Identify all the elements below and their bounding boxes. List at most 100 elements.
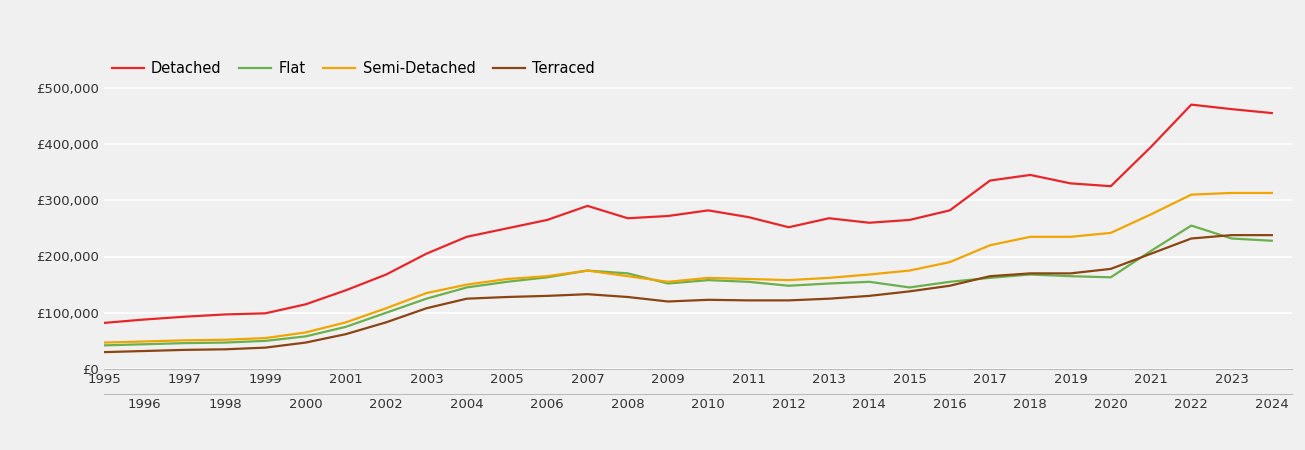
Terraced <box>821 296 837 302</box>
Semi-Detached <box>499 276 514 282</box>
Terraced <box>539 293 555 299</box>
Flat <box>1224 236 1240 241</box>
Semi-Detached <box>1224 190 1240 196</box>
Semi-Detached <box>1265 190 1280 196</box>
Detached <box>983 178 998 183</box>
Semi-Detached <box>660 279 676 284</box>
Detached <box>137 317 153 322</box>
Semi-Detached <box>579 268 595 273</box>
Flat <box>780 283 796 288</box>
Flat <box>1143 248 1159 254</box>
Flat <box>218 340 234 345</box>
Flat <box>419 296 435 302</box>
Semi-Detached <box>942 259 958 265</box>
Detached <box>338 288 354 293</box>
Terraced <box>218 346 234 352</box>
Flat <box>1022 272 1037 277</box>
Line: Semi-Detached: Semi-Detached <box>104 193 1272 342</box>
Semi-Detached <box>378 306 394 311</box>
Detached <box>780 225 796 230</box>
Terraced <box>1224 232 1240 238</box>
Terraced <box>902 289 917 294</box>
Flat <box>701 277 716 283</box>
Flat <box>459 285 475 290</box>
Terraced <box>1062 270 1078 276</box>
Semi-Detached <box>701 275 716 281</box>
Detached <box>539 217 555 223</box>
Semi-Detached <box>419 290 435 296</box>
Terraced <box>861 293 877 299</box>
Flat <box>257 338 273 344</box>
Detached <box>1062 180 1078 186</box>
Semi-Detached <box>861 272 877 277</box>
Semi-Detached <box>338 320 354 325</box>
Detached <box>620 216 636 221</box>
Detached <box>660 213 676 219</box>
Terraced <box>983 274 998 279</box>
Terraced <box>741 298 757 303</box>
Terraced <box>1103 266 1118 271</box>
Line: Detached: Detached <box>104 105 1272 323</box>
Flat <box>983 275 998 281</box>
Semi-Detached <box>97 340 112 345</box>
Terraced <box>298 340 313 345</box>
Flat <box>539 274 555 280</box>
Semi-Detached <box>1143 212 1159 217</box>
Detached <box>1143 144 1159 149</box>
Flat <box>741 279 757 284</box>
Semi-Detached <box>983 243 998 248</box>
Flat <box>1062 274 1078 279</box>
Detached <box>821 216 837 221</box>
Detached <box>861 220 877 225</box>
Detached <box>741 214 757 220</box>
Detached <box>257 310 273 316</box>
Detached <box>459 234 475 239</box>
Terraced <box>780 298 796 303</box>
Detached <box>419 251 435 256</box>
Detached <box>942 207 958 213</box>
Detached <box>1103 184 1118 189</box>
Flat <box>942 279 958 284</box>
Detached <box>902 217 917 223</box>
Terraced <box>701 297 716 302</box>
Flat <box>499 279 514 284</box>
Semi-Detached <box>137 339 153 344</box>
Terraced <box>579 292 595 297</box>
Flat <box>821 281 837 286</box>
Semi-Detached <box>821 275 837 281</box>
Terraced <box>942 283 958 288</box>
Terraced <box>459 296 475 302</box>
Terraced <box>1184 236 1199 241</box>
Terraced <box>419 306 435 311</box>
Detached <box>177 314 193 319</box>
Semi-Detached <box>620 274 636 279</box>
Terraced <box>1265 232 1280 238</box>
Flat <box>1184 223 1199 228</box>
Terraced <box>378 320 394 325</box>
Flat <box>378 310 394 315</box>
Terraced <box>257 345 273 350</box>
Legend: Detached, Flat, Semi-Detached, Terraced: Detached, Flat, Semi-Detached, Terraced <box>112 61 595 76</box>
Detached <box>1184 102 1199 108</box>
Detached <box>218 312 234 317</box>
Detached <box>701 207 716 213</box>
Terraced <box>97 349 112 355</box>
Flat <box>660 281 676 286</box>
Flat <box>1103 274 1118 280</box>
Semi-Detached <box>459 282 475 287</box>
Flat <box>298 333 313 339</box>
Terraced <box>338 331 354 337</box>
Flat <box>620 270 636 276</box>
Terraced <box>620 294 636 300</box>
Terraced <box>660 299 676 304</box>
Semi-Detached <box>298 330 313 335</box>
Semi-Detached <box>902 268 917 273</box>
Flat <box>1265 238 1280 243</box>
Terraced <box>1143 251 1159 256</box>
Flat <box>137 342 153 347</box>
Detached <box>298 302 313 307</box>
Semi-Detached <box>177 338 193 343</box>
Flat <box>177 340 193 346</box>
Semi-Detached <box>257 335 273 341</box>
Detached <box>1265 110 1280 116</box>
